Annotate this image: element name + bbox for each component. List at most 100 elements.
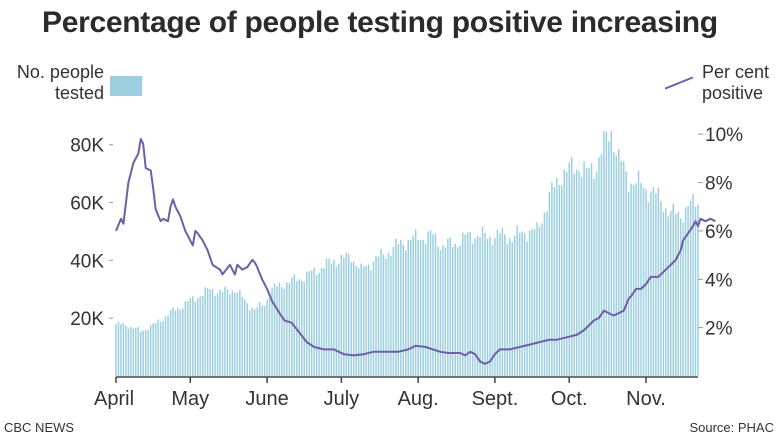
bar-day-230 [684,207,687,376]
bar-day-163 [518,232,521,376]
bar-day-179 [558,185,561,376]
bar-day-42 [219,289,221,376]
bar-day-0 [115,323,117,376]
bar-day-54 [249,310,251,376]
right-tick-label: 2% [705,319,733,340]
bar-day-91 [340,255,343,376]
bar-day-142 [466,232,469,376]
chart-title: Percentage of people testing positive in… [42,6,718,39]
x-axis: April May June July Aug. Sept. Oct. Nov. [94,376,698,410]
bar-day-168 [531,229,533,376]
bar-day-178 [556,177,558,376]
x-tick-label: April [94,388,134,410]
bar-day-99 [360,263,362,376]
bar-day-78 [308,271,310,376]
bar-day-170 [536,222,538,376]
x-tick-label: May [171,388,209,410]
bar-day-100 [362,266,365,376]
bar-day-184 [570,157,573,376]
bar-day-112 [392,246,395,376]
bar-day-122 [417,239,419,376]
bar-day-92 [343,257,345,376]
bar-day-172 [541,223,543,376]
bar-day-101 [365,266,367,376]
bar-day-116 [402,244,405,376]
bar-day-26 [179,309,182,376]
bar-day-113 [395,238,397,376]
bar-day-68 [283,288,286,376]
bar-day-191 [588,168,590,376]
bar-day-201 [613,152,615,376]
bar-day-9 [137,326,140,376]
bar-day-37 [206,288,209,376]
bar-day-89 [335,266,338,376]
bar-day-95 [350,262,353,376]
bar-day-83 [320,268,323,376]
bar-day-135 [449,237,452,376]
bar-day-132 [442,245,444,376]
bar-day-65 [276,286,278,376]
bar-day-224 [670,210,672,376]
x-tick-label: Oct. [551,388,588,410]
bar-day-175 [548,191,551,376]
x-tick-label: June [245,388,288,410]
bar-day-41 [216,293,219,376]
bar-day-126 [427,231,429,376]
bar-day-58 [258,301,261,376]
x-tick-label: July [324,388,360,410]
bar-day-223 [667,216,670,376]
bar-day-13 [147,330,149,376]
bar-day-76 [303,281,305,376]
bar-day-180 [561,185,563,376]
bar-day-39 [211,289,214,376]
bar-day-104 [372,261,375,376]
line-layer [115,138,716,365]
bar-day-206 [625,171,627,376]
bar-day-64 [273,283,276,376]
bar-day-196 [600,154,603,376]
bar-day-87 [330,263,333,376]
bar-day-234 [694,206,697,376]
bar-day-145 [474,238,476,376]
bar-day-93 [345,252,348,376]
bar-day-152 [491,244,494,376]
bar-day-164 [521,231,523,376]
bar-day-128 [432,234,434,376]
bar-day-53 [246,303,248,376]
bar-day-190 [585,167,588,376]
bar-day-25 [177,307,179,376]
bar-day-27 [182,308,184,376]
bar-day-49 [236,292,239,376]
legend-line-label: Per cent positive [702,62,770,103]
bar-day-46 [229,294,231,376]
bar-day-157 [504,234,506,376]
bar-day-106 [377,256,380,376]
bar-day-205 [622,161,625,376]
left-tick-label: 40K [70,251,104,272]
bar-day-86 [328,258,330,376]
bar-day-198 [605,131,608,376]
bar-day-197 [603,131,605,376]
bar-day-174 [546,211,548,376]
bar-day-77 [305,271,308,376]
bar-day-63 [271,287,273,376]
bar-day-169 [533,229,536,376]
bar-day-51 [241,297,244,376]
bar-day-107 [380,248,382,376]
bar-day-103 [370,270,372,376]
bar-day-20 [164,316,167,376]
bar-day-84 [323,268,325,376]
bar-day-69 [286,282,288,376]
bar-day-203 [618,149,620,376]
bar-day-121 [414,229,417,376]
bar-day-6 [130,326,132,376]
bar-day-85 [325,258,328,376]
bar-day-225 [672,203,674,376]
legend-bars-label: No. people tested [16,62,104,103]
bar-day-108 [382,254,385,376]
bar-day-153 [494,238,496,376]
bar-day-171 [538,226,541,376]
bar-day-98 [357,268,360,376]
bar-day-220 [660,201,662,376]
